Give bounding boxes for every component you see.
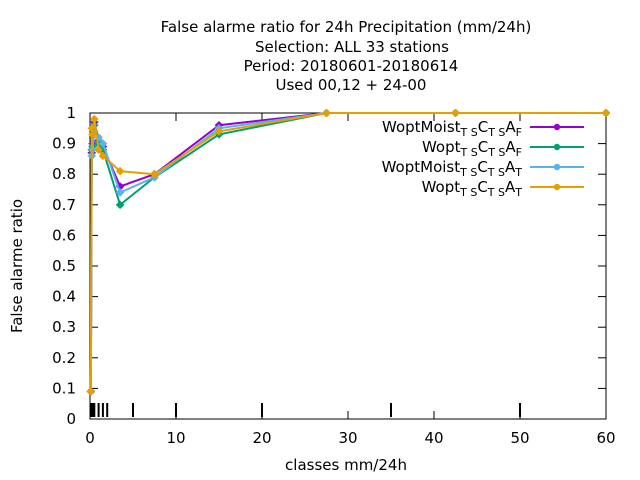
series-line [89,112,606,392]
y-tick-label: 0 [66,410,76,428]
y-tick-label: 0.7 [52,196,76,214]
y-axis-label: False alarme ratio [8,199,26,333]
chart-title: False alarme ratio for 24h Precipitation… [161,18,532,94]
legend-label: WoptMoistT SCT SAF [382,118,522,139]
data-point-cross [215,127,223,136]
title-line-1: False alarme ratio for 24h Precipitation… [161,18,532,36]
legend-marker [553,123,561,131]
x-tick-label: 60 [596,429,615,447]
legend-label: WoptT SCT SAF [422,138,522,159]
legend-marker [553,163,561,171]
data-point-cross [116,188,125,197]
legend-label: WoptT SCT SAT [422,178,523,199]
data-point-cross [88,130,97,139]
y-tick-label: 0.6 [52,226,76,244]
y-tick-label: 0.4 [52,288,76,306]
x-tick-label: 20 [252,429,271,447]
y-tick-label: 0.8 [52,165,76,183]
plot-series [86,109,610,396]
legend-marker [553,183,561,191]
x-tick-label: 40 [424,429,443,447]
y-tick-label: 1 [66,104,76,122]
data-point-cross [150,170,159,179]
series-line [89,112,606,392]
x-axis-label: classes mm/24h [285,456,407,474]
x-tick-label: 10 [166,429,185,447]
data-point-cross [98,139,107,148]
data-point-cross [116,167,125,176]
series-line [89,112,606,392]
y-tick-label: 0.1 [52,379,76,397]
data-point-cross [116,200,125,209]
y-tick-label: 0.5 [52,257,76,275]
data-point-cross [602,109,610,117]
y-tick-label: 0.2 [52,349,76,367]
x-tick-label: 0 [85,429,95,447]
series-line [89,112,606,392]
title-line-2: Selection: ALL 33 stations [255,38,449,56]
axes: 00.10.20.30.40.50.60.70.80.910 10 20 30 40 50… [52,104,615,447]
title-line-4: Used 00,12 + 24-00 [276,76,427,94]
x-tick-label: 30 [338,429,357,447]
y-tick-label: 0.9 [52,135,76,153]
y-tick-label: 0.3 [52,318,76,336]
plot-frame [89,112,607,420]
data-point-cross [87,124,96,133]
data-point-cross [322,109,331,117]
title-line-3: Period: 20180601-20180614 [244,57,459,75]
legend-label: WoptMoistT SCT SAT [382,158,523,179]
data-point-cross [86,387,95,396]
data-point-cross [94,145,103,154]
data-point-cross [90,115,99,124]
legend-marker [553,143,561,151]
data-point-cross [98,151,107,160]
data-point-cross [451,109,460,117]
x-tick-label: 50 [510,429,529,447]
